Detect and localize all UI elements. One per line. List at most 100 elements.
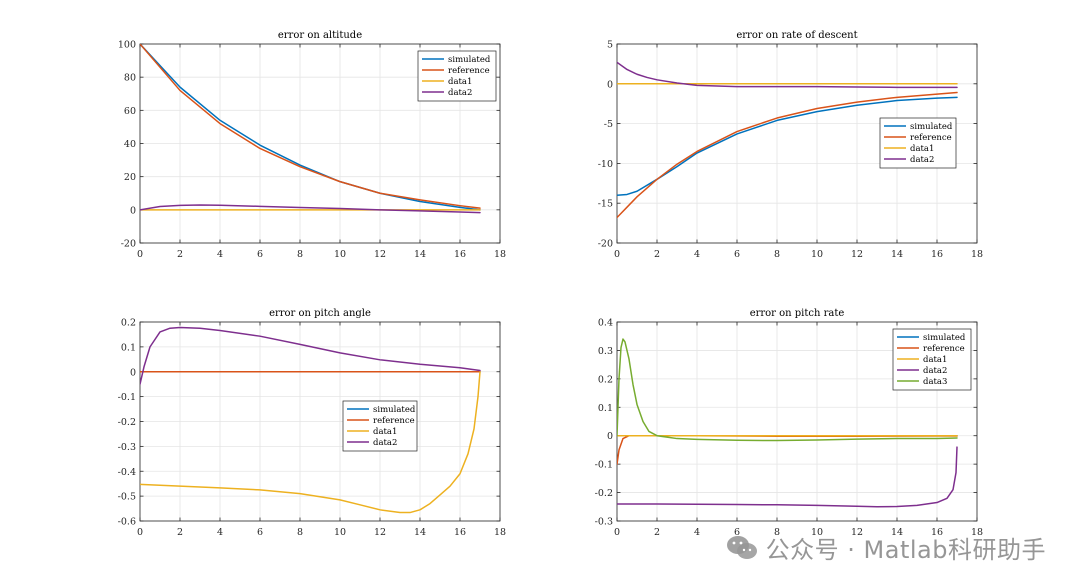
x-tick-label: 4: [217, 249, 223, 260]
y-tick-label: 0.1: [598, 403, 613, 414]
x-tick-label: 18: [971, 527, 983, 538]
y-tick-label: -0.3: [595, 517, 613, 528]
y-tick-label: 20: [124, 172, 136, 183]
y-tick-label: -0.2: [595, 488, 613, 499]
x-tick-label: 14: [414, 249, 426, 260]
series-line-data1: [140, 371, 481, 514]
series-line-data2: [617, 446, 958, 508]
series-line-simulated: [140, 44, 481, 211]
x-tick-label: 18: [494, 527, 506, 538]
legend-label: data2: [373, 438, 397, 448]
x-tick-label: 4: [694, 249, 700, 260]
y-tick-label: -0.5: [118, 492, 136, 503]
legend-label: data2: [448, 88, 472, 98]
y-tick-label: 0.1: [121, 342, 136, 353]
y-tick-label: -20: [121, 239, 136, 250]
legend-label: data2: [910, 155, 934, 165]
y-tick-label: 0: [607, 431, 613, 442]
x-tick-label: 12: [374, 249, 386, 260]
legend-label: data2: [923, 366, 947, 376]
y-tick-label: 0: [607, 79, 613, 90]
x-tick-label: 6: [257, 249, 263, 260]
x-tick-label: 12: [374, 527, 386, 538]
series-group: [140, 326, 481, 514]
chart-title: error on pitch angle: [269, 308, 371, 319]
x-tick-label: 6: [734, 249, 740, 260]
legend-label: data1: [373, 427, 397, 437]
legend-label: simulated: [373, 405, 416, 415]
series-group: [617, 61, 958, 219]
y-tick-label: -20: [598, 239, 613, 250]
y-tick-label: -5: [604, 119, 613, 130]
x-tick-label: 12: [851, 249, 863, 260]
series-line-data2: [617, 61, 958, 89]
legend-label: reference: [448, 66, 490, 76]
x-tick-label: 16: [931, 249, 943, 260]
series-group: [140, 44, 481, 214]
legend-label: reference: [923, 344, 965, 354]
x-tick-label: 14: [891, 249, 903, 260]
y-tick-label: 5: [607, 40, 613, 51]
y-tick-label: 60: [124, 106, 136, 117]
x-tick-label: 10: [811, 249, 823, 260]
y-tick-label: 0.4: [598, 318, 613, 329]
x-tick-label: 2: [654, 249, 660, 260]
x-tick-label: 8: [297, 527, 303, 538]
y-tick-label: -0.4: [118, 467, 136, 478]
x-tick-label: 16: [454, 249, 466, 260]
x-tick-label: 2: [654, 527, 660, 538]
y-tick-label: -15: [598, 199, 613, 210]
series-line-data2: [140, 204, 481, 214]
y-tick-label: -0.6: [118, 517, 136, 528]
x-tick-label: 4: [694, 527, 700, 538]
watermark-text: 公众号 · Matlab科研助手: [765, 536, 1046, 564]
x-tick-label: 6: [734, 527, 740, 538]
chart-4: 0 2 4 6 8 10 12 14 16 18 -0.3 -0.2 -0.1 0 0.1 0.2 0.3 0.4…: [595, 308, 983, 538]
y-tick-label: 0.2: [121, 318, 136, 329]
legend-label: reference: [910, 133, 952, 143]
wechat-icon: [726, 535, 757, 559]
y-tick-label: 100: [118, 40, 136, 51]
x-tick-label: 4: [217, 527, 223, 538]
chart-title: error on rate of descent: [736, 30, 857, 41]
y-tick-label: -0.1: [118, 392, 136, 403]
x-tick-label: 14: [414, 527, 426, 538]
legend-label: data3: [923, 377, 947, 387]
x-tick-label: 0: [137, 527, 143, 538]
series-line-data3: [617, 338, 958, 442]
legend-label: data1: [448, 77, 472, 87]
x-tick-label: 0: [614, 527, 620, 538]
x-tick-label: 8: [774, 527, 780, 538]
x-tick-label: 14: [891, 527, 903, 538]
x-tick-label: 16: [454, 527, 466, 538]
x-tick-label: 8: [297, 249, 303, 260]
legend-label: simulated: [923, 333, 966, 343]
x-tick-label: 0: [137, 249, 143, 260]
legend-label: data1: [923, 355, 947, 365]
x-tick-label: 6: [257, 527, 263, 538]
y-tick-label: 0: [130, 205, 136, 216]
series-group: [617, 338, 958, 508]
y-tick-label: 0.2: [598, 374, 613, 385]
x-tick-label: 10: [334, 527, 346, 538]
series-line-reference: [140, 44, 481, 209]
legend-label: data1: [910, 144, 934, 154]
x-tick-label: 0: [614, 249, 620, 260]
x-tick-label: 2: [177, 527, 183, 538]
x-tick-label: 10: [811, 527, 823, 538]
watermark: 公众号 · Matlab科研助手: [726, 530, 1046, 565]
chart-title: error on pitch rate: [750, 308, 845, 319]
x-tick-label: 8: [774, 249, 780, 260]
y-tick-label: 80: [124, 73, 136, 84]
x-tick-label: 2: [177, 249, 183, 260]
series-line-simulated: [617, 96, 958, 196]
series-line-reference: [617, 91, 958, 219]
legend-label: simulated: [448, 55, 491, 65]
axes-box: [616, 43, 978, 244]
y-tick-label: -0.2: [118, 417, 136, 428]
y-tick-label: 40: [124, 139, 136, 150]
